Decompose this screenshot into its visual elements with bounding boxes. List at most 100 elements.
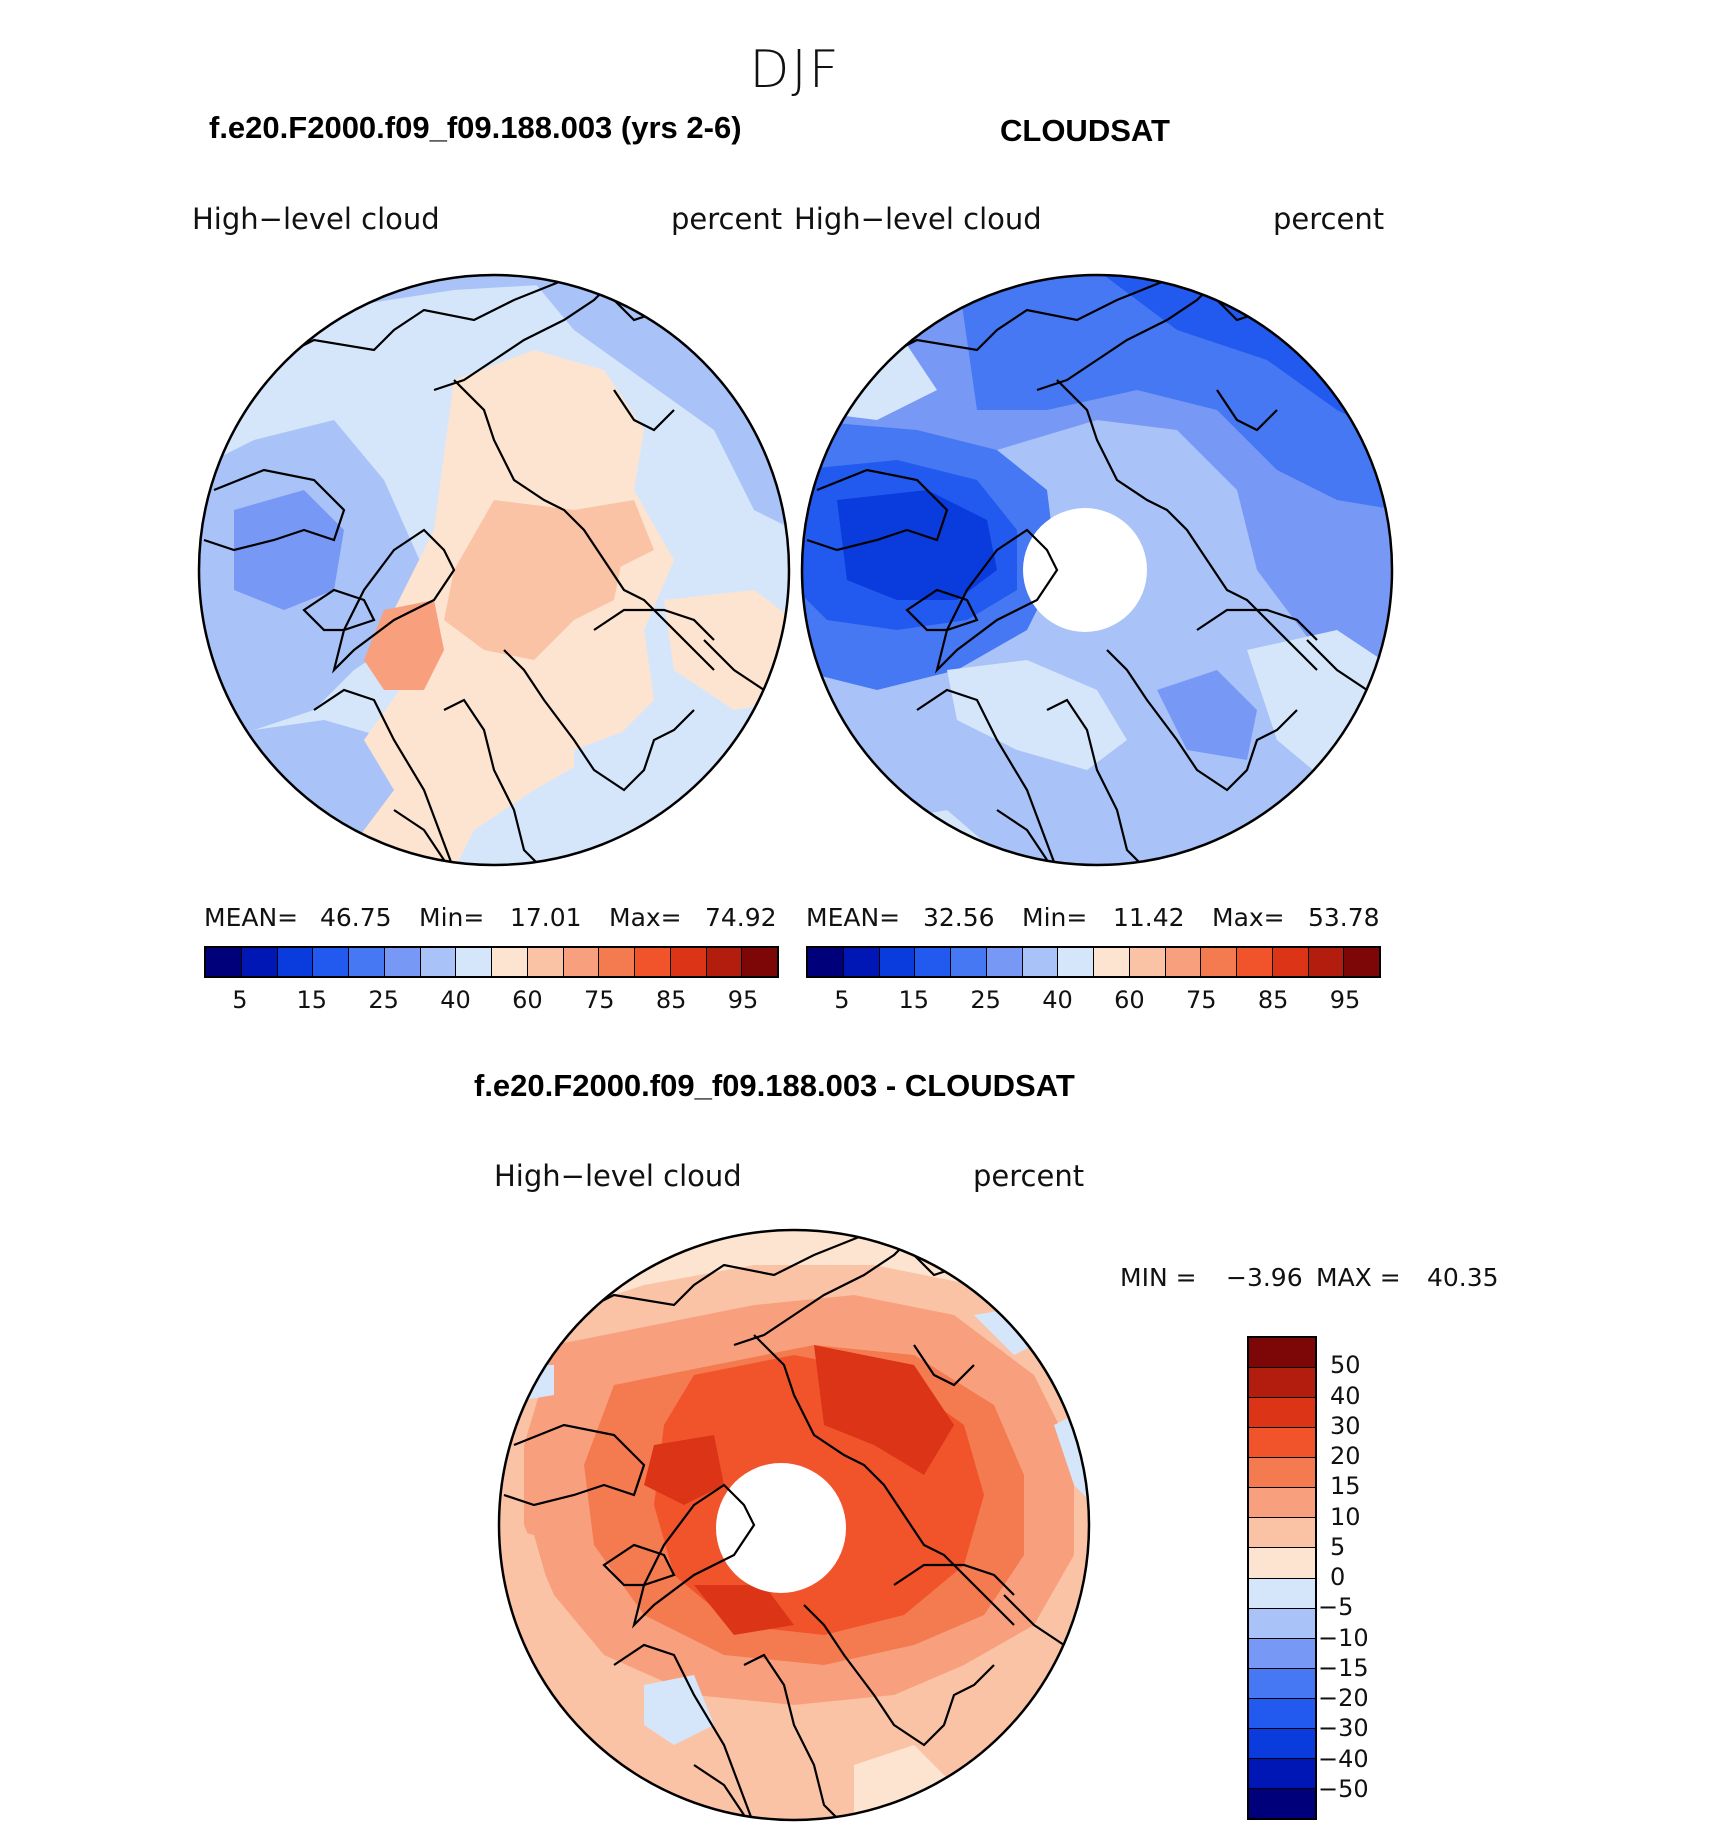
diff-colorbar-box <box>1249 1338 1315 1369</box>
diff-colorbar-box <box>1249 1608 1315 1639</box>
diff-colorbar-box <box>1249 1788 1315 1818</box>
diff-colorbar-box <box>1249 1428 1315 1459</box>
panel1-colorbar-box <box>456 948 492 976</box>
panel2-colorbar-tick-label: 95 <box>1329 986 1361 1014</box>
panel1-min-value: 17.01 <box>510 903 582 932</box>
diff-colorbar-box <box>1249 1758 1315 1789</box>
panel2-case-title: CLOUDSAT <box>1000 113 1170 148</box>
panel1-mean-label: MEAN= <box>204 903 299 932</box>
panel1-colorbar-box <box>599 948 635 976</box>
diff-colorbar-box <box>1249 1668 1315 1699</box>
panel1-mean-value: 46.75 <box>320 903 392 932</box>
panel2-colorbar-box <box>1272 948 1309 976</box>
panel2-max-value: 53.78 <box>1308 903 1380 932</box>
panel1-colorbar-box <box>563 948 600 976</box>
diff-colorbar-tick-label: 15 <box>1330 1472 1361 1501</box>
panel1-colorbar-tick-label: 75 <box>584 986 615 1014</box>
panel1-colorbar-box <box>635 948 671 976</box>
panel2-colorbar-box <box>1058 948 1094 976</box>
panel2-colorbar-tick-label: 25 <box>970 986 1001 1014</box>
panel1-colorbar-box <box>670 948 707 976</box>
panel2-colorbar-box <box>1308 948 1345 976</box>
panel1-colorbar-tick-label: 25 <box>368 986 399 1014</box>
panel2-colorbar-box <box>1129 948 1166 976</box>
panel2-map <box>800 273 1394 867</box>
panel2-mean-value: 32.56 <box>923 903 995 932</box>
diff-colorbar <box>1247 1336 1317 1820</box>
diff-colorbar-tick-label: 40 <box>1330 1381 1361 1410</box>
panel2-max-label: Max= <box>1212 903 1285 932</box>
diff-colorbar-tick-label: 0 <box>1330 1563 1346 1591</box>
diff-colorbar-tick-label: 10 <box>1330 1502 1361 1531</box>
diff-min-value: −3.96 <box>1226 1263 1303 1292</box>
diff-colorbar-box <box>1249 1548 1315 1579</box>
panel1-colorbar <box>204 946 779 978</box>
diff-colorbar-box <box>1249 1488 1315 1519</box>
diff-colorbar-tick-label: −30 <box>1318 1714 1369 1743</box>
panel2-units: percent <box>1273 202 1385 236</box>
diff-colorbar-tick-label: 5 <box>1330 1532 1346 1561</box>
panel2-colorbar-tick-label: 5 <box>834 986 850 1014</box>
panel1-colorbar-tick-label: 15 <box>296 986 328 1014</box>
diff-min-label: MIN = <box>1120 1263 1197 1292</box>
panel2-colorbar-tick-label: 75 <box>1186 986 1217 1014</box>
season-title: DJF <box>749 40 841 100</box>
panel1-colorbar-box <box>384 948 421 976</box>
diff-max-value: 40.35 <box>1427 1263 1499 1292</box>
panel1-colorbar-box <box>492 948 528 976</box>
diff-map <box>497 1228 1091 1822</box>
panel2-colorbar-box <box>1022 948 1059 976</box>
panel1-max-value: 74.92 <box>705 903 777 932</box>
diff-max-label: MAX = <box>1316 1263 1401 1292</box>
panel1-colorbar-box <box>241 948 278 976</box>
diff-colorbar-tick-label: −40 <box>1318 1744 1369 1773</box>
diff-colorbar-box <box>1249 1458 1315 1489</box>
panel1-units: percent <box>671 202 783 236</box>
diff-colorbar-box <box>1249 1728 1315 1759</box>
diff-colorbar-tick-label: −50 <box>1318 1774 1369 1803</box>
diff-colorbar-tick-label: 30 <box>1330 1411 1361 1440</box>
diff-colorbar-tick-label: 50 <box>1330 1351 1361 1380</box>
panel2-variable: High−level cloud <box>794 202 1042 236</box>
diff-variable: High−level cloud <box>494 1159 742 1193</box>
panel1-variable: High−level cloud <box>192 202 440 236</box>
panel1-colorbar-tick-label: 85 <box>655 986 687 1014</box>
panel2-min-value: 11.42 <box>1113 903 1185 932</box>
panel2-colorbar-box <box>915 948 951 976</box>
diff-units: percent <box>973 1159 1085 1193</box>
diff-case-title: f.e20.F2000.f09_f09.188.003 - CLOUDSAT <box>474 1068 1075 1103</box>
panel1-min-label: Min= <box>419 903 485 932</box>
diff-colorbar-tick-label: 20 <box>1330 1442 1361 1470</box>
diff-colorbar-box <box>1249 1368 1315 1399</box>
panel2-colorbar-box <box>1344 948 1379 976</box>
panel2-colorbar-box <box>1165 948 1202 976</box>
panel2-min-label: Min= <box>1022 903 1088 932</box>
panel2-colorbar-box <box>986 948 1023 976</box>
panel2-colorbar-tick-label: 85 <box>1257 986 1289 1014</box>
panel1-colorbar-box <box>706 948 743 976</box>
panel1-colorbar-box <box>349 948 385 976</box>
panel2-colorbar-box <box>808 948 844 976</box>
panel2-colorbar-tick-label: 60 <box>1114 986 1145 1014</box>
panel2-colorbar-tick-label: 15 <box>898 986 930 1014</box>
panel1-case-title: f.e20.F2000.f09_f09.188.003 (yrs 2-6) <box>209 110 742 145</box>
panel1-max-label: Max= <box>609 903 682 932</box>
panel1-colorbar-tick-label: 60 <box>512 986 543 1014</box>
panel2-colorbar-box <box>843 948 880 976</box>
panel2-colorbar <box>806 946 1381 978</box>
diff-colorbar-box <box>1249 1398 1315 1429</box>
diff-colorbar-box <box>1249 1518 1315 1549</box>
panel1-colorbar-tick-label: 5 <box>232 986 248 1014</box>
panel1-colorbar-box <box>742 948 777 976</box>
diff-colorbar-box <box>1249 1638 1315 1669</box>
panel1-map <box>197 273 791 867</box>
panel2-colorbar-box <box>1237 948 1273 976</box>
panel2-colorbar-box <box>1094 948 1130 976</box>
panel2-colorbar-box <box>879 948 916 976</box>
panel1-colorbar-tick-label: 95 <box>727 986 759 1014</box>
diff-colorbar-box <box>1249 1698 1315 1729</box>
panel1-colorbar-box <box>313 948 349 976</box>
panel1-colorbar-box <box>206 948 242 976</box>
diff-colorbar-tick-label: −5 <box>1318 1593 1354 1622</box>
panel1-colorbar-box <box>527 948 564 976</box>
